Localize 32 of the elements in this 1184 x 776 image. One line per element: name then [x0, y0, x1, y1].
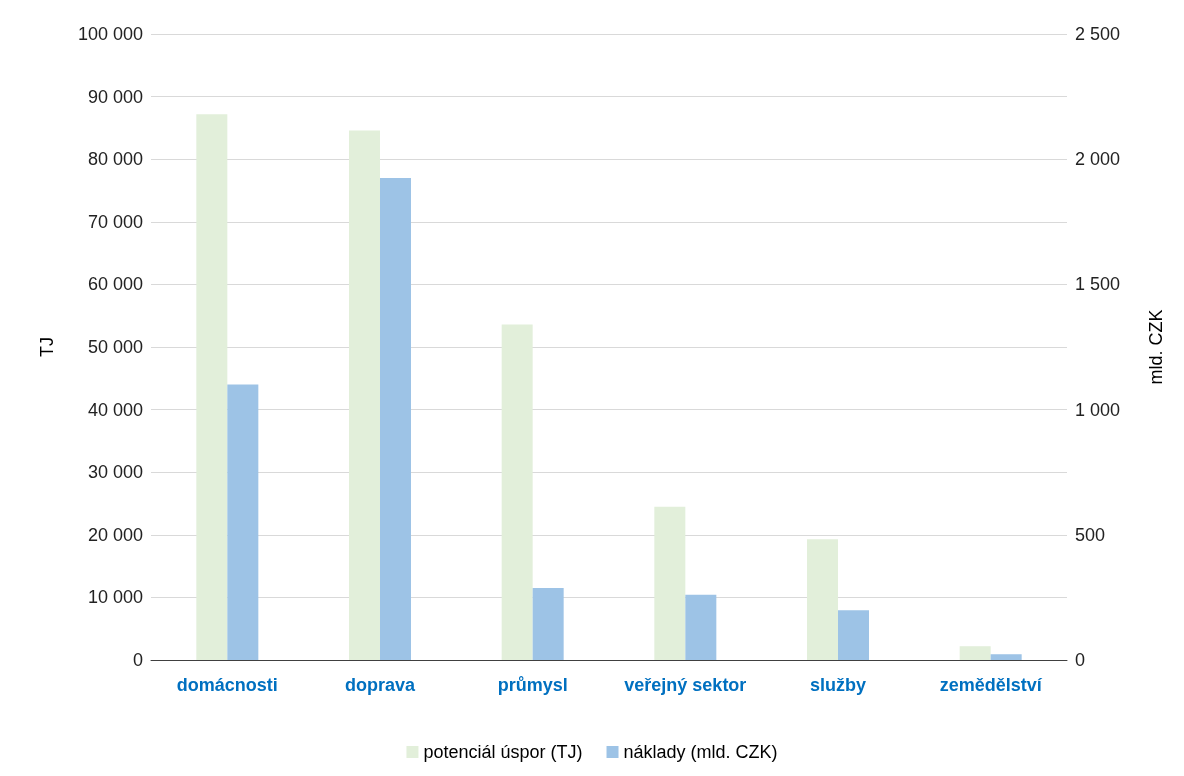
y-tick-label: 50 000	[87, 337, 143, 357]
y-tick-label: 0	[132, 650, 143, 670]
x-tick-label: veřejný sektor	[624, 675, 747, 695]
y2-tick-label: 500	[1075, 524, 1106, 545]
y-tick-label: 100 000	[77, 24, 143, 44]
y2-tick-label: 1 500	[1075, 274, 1121, 295]
x-tick-label: doprava	[344, 675, 416, 695]
bar	[654, 506, 686, 660]
y-tick-label: 80 000	[87, 149, 143, 170]
y-tick-label: 10 000	[87, 587, 143, 608]
x-tick-label: zemědělství	[939, 675, 1043, 695]
y-tick-label: 60 000	[87, 274, 143, 295]
bar	[501, 324, 533, 660]
y2-tick-label: 0	[1075, 650, 1086, 670]
y2-tick-label: 2 500	[1075, 24, 1121, 44]
x-tick-label: průmysl	[497, 675, 568, 695]
x-tick-label: domácnosti	[176, 675, 278, 695]
bar	[532, 587, 564, 660]
y-tick-label: 90 000	[87, 86, 143, 107]
legend-label: náklady (mld. CZK)	[623, 742, 778, 762]
bar	[807, 539, 838, 660]
y-tick-label: 70 000	[87, 211, 143, 232]
y-tick-label: 40 000	[87, 399, 143, 420]
legend-label: potenciál úspor (TJ)	[423, 742, 583, 762]
bar	[959, 646, 991, 660]
y-tick-label: 30 000	[87, 462, 143, 483]
y2-tick-label: 1 000	[1075, 399, 1121, 420]
y2-axis-title: mld. CZK	[1146, 309, 1166, 385]
y-tick-label: 20 000	[87, 524, 143, 545]
y2-tick-label: 2 000	[1075, 149, 1121, 170]
x-tick-label: služby	[809, 675, 867, 695]
y-axis-title: TJ	[37, 337, 57, 357]
